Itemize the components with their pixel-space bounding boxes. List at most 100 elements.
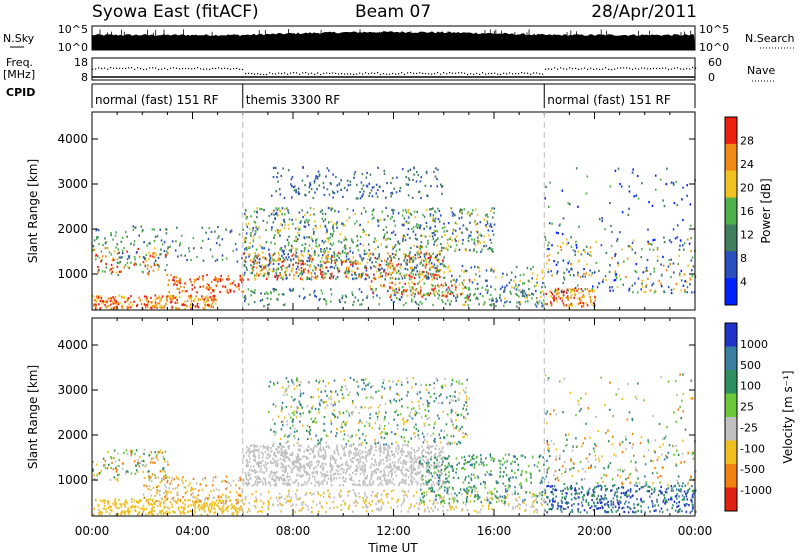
heatmap-cell <box>360 276 362 278</box>
heatmap-cell <box>114 476 116 478</box>
heatmap-cell <box>367 262 369 264</box>
heatmap-cell <box>334 210 336 212</box>
heatmap-cell <box>365 471 367 473</box>
heatmap-cell <box>570 263 572 265</box>
heatmap-cell <box>334 450 336 452</box>
heatmap-cell <box>277 181 279 183</box>
heatmap-cell <box>108 298 110 300</box>
heatmap-cell <box>193 496 195 498</box>
heatmap-cell <box>443 277 445 279</box>
heatmap-cell <box>347 220 349 222</box>
freq-point <box>602 68 603 69</box>
heatmap-cell <box>291 497 293 499</box>
heatmap-cell <box>474 221 476 223</box>
heatmap-cell <box>431 262 433 264</box>
heatmap-cell <box>311 279 313 281</box>
heatmap-cell <box>352 483 354 485</box>
heatmap-cell <box>261 208 263 210</box>
heatmap-cell <box>320 449 322 451</box>
heatmap-cell <box>325 475 327 477</box>
heatmap-cell <box>420 235 422 237</box>
heatmap-cell <box>299 212 301 214</box>
heatmap-cell <box>318 452 320 454</box>
heatmap-cell <box>359 288 361 290</box>
heatmap-cell <box>300 278 302 280</box>
heatmap-cell <box>245 237 247 239</box>
heatmap-cell <box>256 249 258 251</box>
y-tick-label: 4000 <box>57 132 88 146</box>
heatmap-cell <box>303 298 305 300</box>
heatmap-cell <box>118 252 120 254</box>
heatmap-cell <box>284 227 286 229</box>
heatmap-cell <box>583 268 585 270</box>
heatmap-cell <box>504 289 506 291</box>
heatmap-cell <box>327 474 329 476</box>
heatmap-cell <box>367 475 369 477</box>
colorbar-swatch <box>725 251 737 278</box>
heatmap-cell <box>396 475 398 477</box>
y-tick-label: 2000 <box>57 222 88 236</box>
heatmap-cell <box>166 264 168 266</box>
heatmap-cell <box>225 495 227 497</box>
heatmap-cell <box>336 469 338 471</box>
heatmap-cell <box>411 294 413 296</box>
heatmap-cell <box>317 176 319 178</box>
heatmap-cell <box>472 281 474 283</box>
heatmap-cell <box>475 288 477 290</box>
heatmap-cell <box>664 241 666 243</box>
heatmap-cell <box>236 492 238 494</box>
heatmap-cell <box>453 230 455 232</box>
heatmap-cell <box>289 249 291 251</box>
heatmap-cell <box>288 479 290 481</box>
power-colorbar-label: Power [dB] <box>759 178 773 243</box>
heatmap-cell <box>379 186 381 188</box>
heatmap-cell <box>467 294 469 296</box>
heatmap-cell <box>349 217 351 219</box>
heatmap-cell <box>102 255 104 257</box>
heatmap-cell <box>105 247 107 249</box>
heatmap-cell <box>330 288 332 290</box>
heatmap-cell <box>442 294 444 296</box>
heatmap-cell <box>166 510 168 512</box>
heatmap-cell <box>225 286 227 288</box>
heatmap-cell <box>363 244 365 246</box>
heatmap-cell <box>291 469 293 471</box>
heatmap-cell <box>345 261 347 263</box>
heatmap-cell <box>552 293 554 295</box>
heatmap-cell <box>413 269 415 271</box>
heatmap-cell <box>451 300 453 302</box>
freq-point <box>470 73 471 74</box>
heatmap-cell <box>109 251 111 253</box>
heatmap-cell <box>360 457 362 459</box>
heatmap-cell <box>248 246 250 248</box>
heatmap-cell <box>326 237 328 239</box>
heatmap-cell <box>214 231 216 233</box>
heatmap-cell <box>419 464 421 466</box>
heatmap-cell <box>406 211 408 213</box>
heatmap-cell <box>408 484 410 486</box>
heatmap-cell <box>383 452 385 454</box>
heatmap-cell <box>168 279 170 281</box>
heatmap-cell <box>522 283 524 285</box>
heatmap-cell <box>332 227 334 229</box>
heatmap-cell <box>118 459 120 461</box>
heatmap-cell <box>329 194 331 196</box>
heatmap-cell <box>154 474 156 476</box>
heatmap-cell <box>121 241 123 243</box>
heatmap-cell <box>247 484 249 486</box>
heatmap-cell <box>459 217 461 219</box>
heatmap-cell <box>463 224 465 226</box>
heatmap-cell <box>159 511 161 513</box>
heatmap-cell <box>536 305 538 307</box>
colorbar-tick-label: 24 <box>740 158 754 171</box>
heatmap-cell <box>223 509 225 511</box>
heatmap-cell <box>188 247 190 249</box>
heatmap-cell <box>425 236 427 238</box>
heatmap-cell <box>256 267 258 269</box>
heatmap-cell <box>221 481 223 483</box>
heatmap-cell <box>355 455 357 457</box>
heatmap-cell <box>615 271 617 273</box>
freq-point <box>623 67 624 68</box>
heatmap-cell <box>405 302 407 304</box>
